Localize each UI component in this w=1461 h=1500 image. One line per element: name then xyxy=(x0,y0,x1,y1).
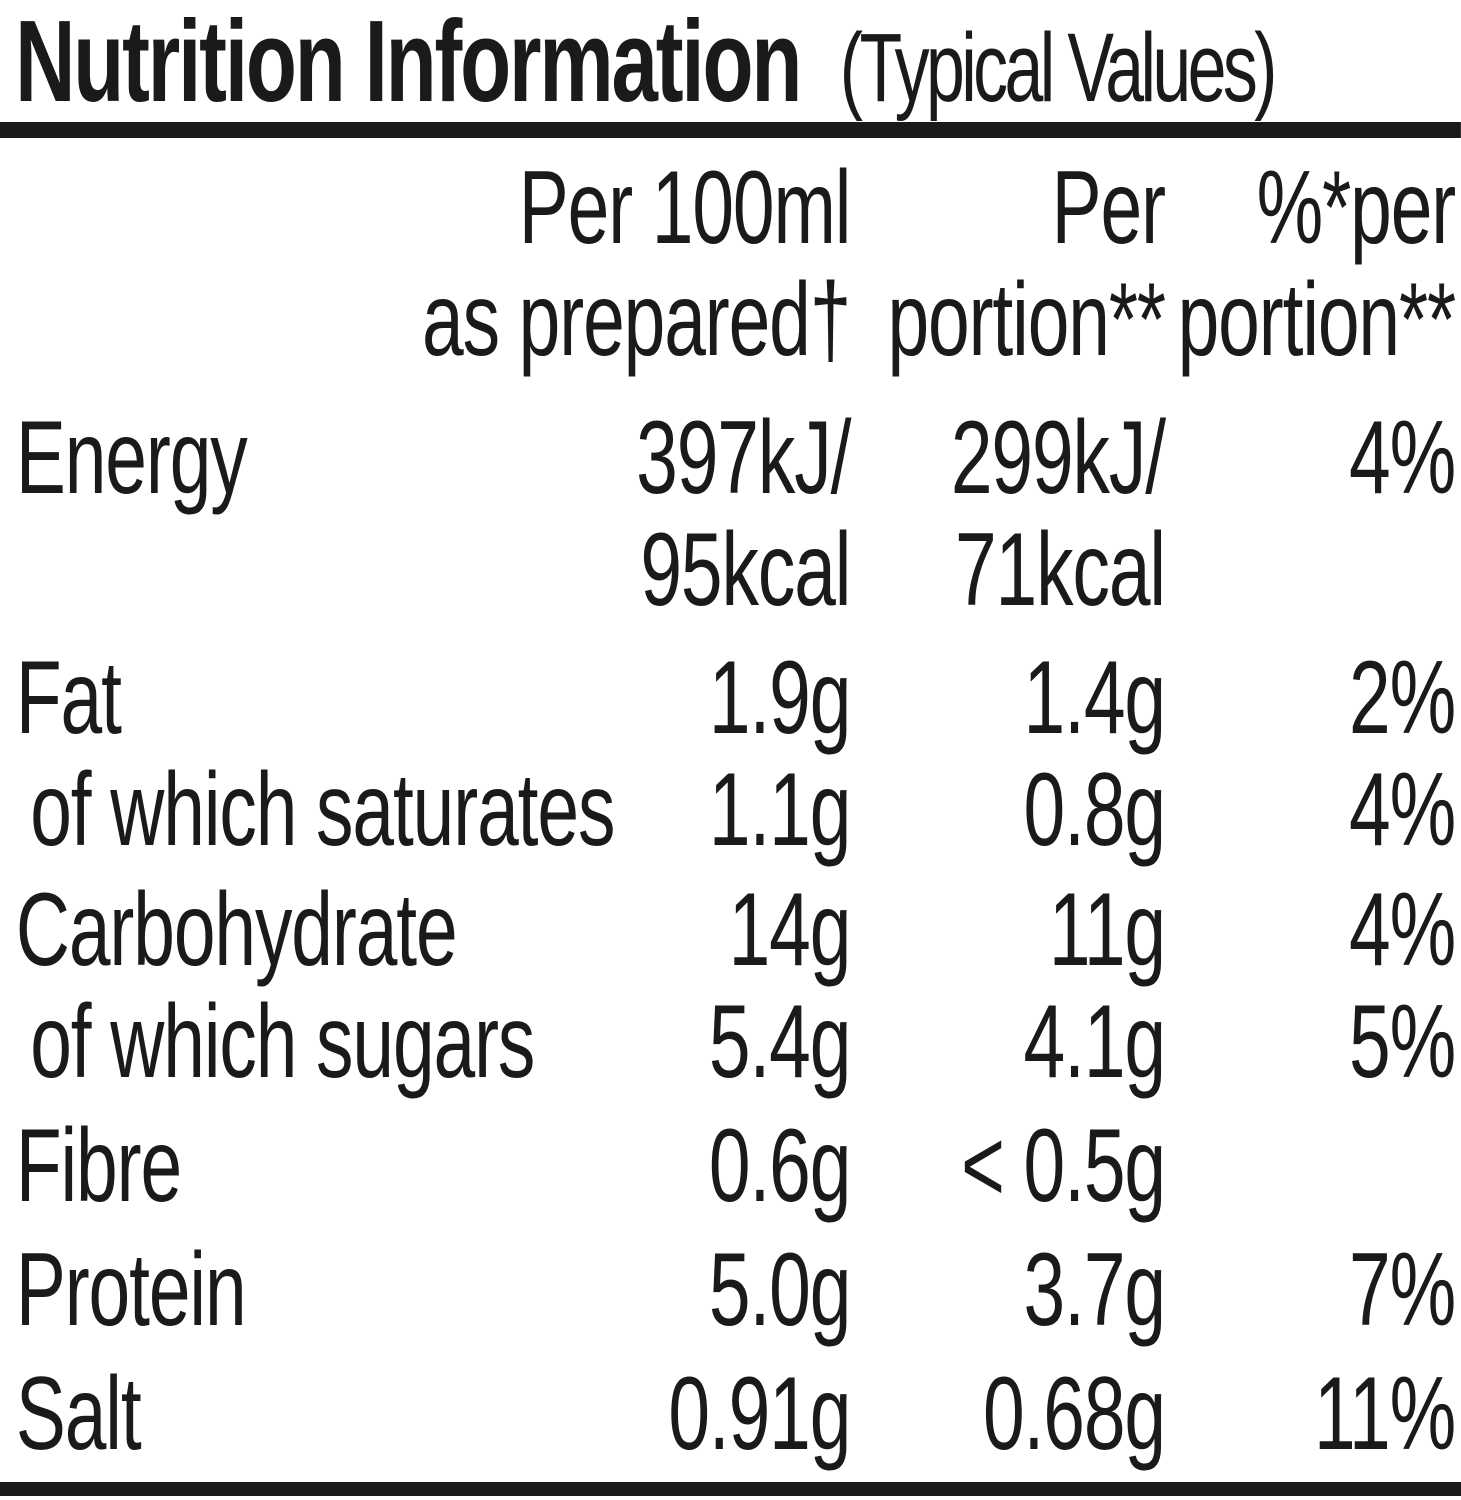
percent-per-portion-value: 11% xyxy=(1314,1356,1456,1472)
per-portion-value: 1.4g xyxy=(1023,640,1167,756)
per-portion-value: 11g xyxy=(1048,872,1166,988)
table-body: Energy 397kJ/ 95kcal 299kJ/ 71kcal 4% Fa… xyxy=(0,402,1461,1470)
per-100ml-value: 5.0g xyxy=(708,1232,852,1348)
per-100ml-value: 0.6g xyxy=(708,1108,852,1224)
table-header-row: Per 100ml as prepared† Per portion** %*p… xyxy=(0,152,1461,376)
table-row: of which sugars 5.4g 4.1g 5% xyxy=(0,986,1461,1098)
nutrient-name: Fat xyxy=(15,640,122,756)
label-title: Nutrition Information xyxy=(15,0,802,126)
percent-per-portion-value: 4% xyxy=(1349,872,1456,988)
percent-per-portion-value: 7% xyxy=(1349,1232,1456,1348)
nutrient-name: Fibre xyxy=(15,1108,182,1224)
per-100ml-value: 0.91g xyxy=(668,1356,851,1472)
per-portion-value: 4.1g xyxy=(1023,984,1167,1100)
top-rule xyxy=(0,122,1461,138)
table-row: Fat 1.9g 1.4g 2% xyxy=(0,642,1461,754)
bottom-rule xyxy=(0,1482,1461,1496)
percent-per-portion-value: 4% xyxy=(1349,752,1456,868)
per-100ml-value: 1.9g xyxy=(708,640,852,756)
column-header-per-portion: Per portion** xyxy=(887,150,1166,378)
table-row: Protein 5.0g 3.7g 7% xyxy=(0,1234,1461,1346)
nutrient-name: of which saturates xyxy=(30,752,615,868)
label-title-row: Nutrition Information (Typical Values) xyxy=(0,0,1461,122)
per-portion-value: < 0.5g xyxy=(961,1108,1166,1224)
per-100ml-value: 397kJ/ 95kcal xyxy=(636,400,851,628)
nutrient-name: of which sugars xyxy=(30,984,535,1100)
nutrient-name: Energy xyxy=(15,400,248,516)
table-row: of which saturates 1.1g 0.8g 4% xyxy=(0,754,1461,866)
column-header-per-100ml: Per 100ml as prepared† xyxy=(421,150,851,378)
column-header-percent-per-portion: %*per portion** xyxy=(1177,150,1457,378)
per-portion-value: 299kJ/ 71kcal xyxy=(950,400,1166,628)
percent-per-portion-value: 4% xyxy=(1349,400,1456,516)
per-100ml-value: 14g xyxy=(728,872,852,988)
percent-per-portion-value: 5% xyxy=(1349,984,1456,1100)
table-row: Salt 0.91g 0.68g 11% xyxy=(0,1358,1461,1470)
nutrient-name: Protein xyxy=(15,1232,247,1348)
per-100ml-value: 1.1g xyxy=(708,752,852,868)
percent-per-portion-value: 2% xyxy=(1349,640,1456,756)
per-portion-value: 0.8g xyxy=(1023,752,1167,868)
per-portion-value: 0.68g xyxy=(982,1356,1166,1472)
nutrient-name: Salt xyxy=(15,1356,142,1472)
table-row: Carbohydrate 14g 11g 4% xyxy=(0,874,1461,986)
per-portion-value: 3.7g xyxy=(1023,1232,1167,1348)
label-title-qualifier: (Typical Values) xyxy=(839,13,1278,122)
table-row: Fibre 0.6g < 0.5g xyxy=(0,1110,1461,1222)
per-100ml-value: 5.4g xyxy=(708,984,852,1100)
nutrient-name: Carbohydrate xyxy=(15,872,458,988)
table-row: Energy 397kJ/ 95kcal 299kJ/ 71kcal 4% xyxy=(0,402,1461,626)
